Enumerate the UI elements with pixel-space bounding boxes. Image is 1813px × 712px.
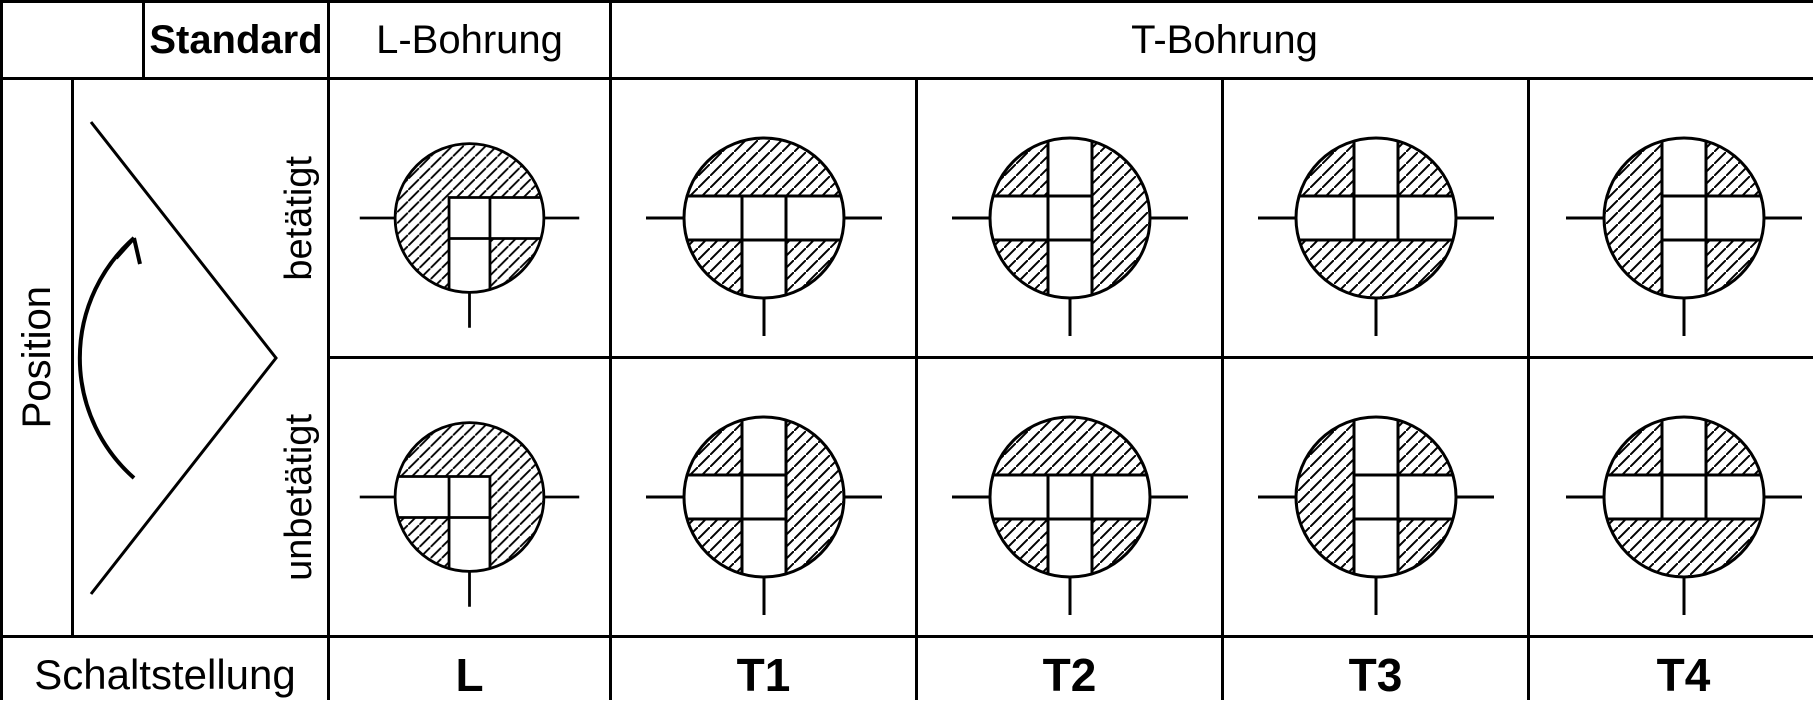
valve-T4-bet bbox=[1530, 80, 1813, 356]
label-unbet: unbetätigt bbox=[278, 414, 321, 581]
valve-T2-unbet bbox=[918, 359, 1221, 635]
valve-symbol bbox=[1534, 80, 1813, 356]
valve-T4-unbet bbox=[1530, 359, 1813, 635]
label-position: Position bbox=[3, 80, 71, 635]
valve-T2-bet bbox=[918, 80, 1221, 356]
valve-symbol bbox=[330, 80, 609, 356]
valve-L-unbet bbox=[330, 359, 609, 635]
valve-table: Standard L-Bohrung T-Bohrung Position be… bbox=[0, 0, 1813, 700]
valve-symbol bbox=[330, 359, 609, 635]
valve-symbol bbox=[614, 359, 914, 635]
valve-symbol bbox=[614, 80, 914, 356]
footer-T2: T2 bbox=[918, 638, 1221, 712]
valve-symbol bbox=[1226, 80, 1526, 356]
footer-T4: T4 bbox=[1530, 638, 1813, 712]
footer-L: L bbox=[330, 638, 609, 712]
valve-T3-unbet bbox=[1224, 359, 1527, 635]
label-bet: betätigt bbox=[278, 156, 321, 281]
valve-T1-bet bbox=[612, 80, 915, 356]
valve-symbol bbox=[1534, 359, 1813, 635]
valve-symbol bbox=[1226, 359, 1526, 635]
footer-T3: T3 bbox=[1224, 638, 1527, 712]
header-empty bbox=[3, 3, 142, 77]
header-standard: Standard bbox=[145, 3, 327, 77]
footer-T1: T1 bbox=[612, 638, 915, 712]
footer-schalt: Schaltstellung bbox=[3, 638, 327, 712]
arrow-cell: betätigt unbetätigt bbox=[74, 80, 327, 635]
header-tboh: T-Bohrung bbox=[612, 3, 1813, 77]
valve-L-bet bbox=[330, 80, 609, 356]
valve-symbol bbox=[920, 80, 1220, 356]
valve-symbol bbox=[920, 359, 1220, 635]
valve-T3-bet bbox=[1224, 80, 1527, 356]
valve-T1-unbet bbox=[612, 359, 915, 635]
header-lboh: L-Bohrung bbox=[330, 3, 609, 77]
